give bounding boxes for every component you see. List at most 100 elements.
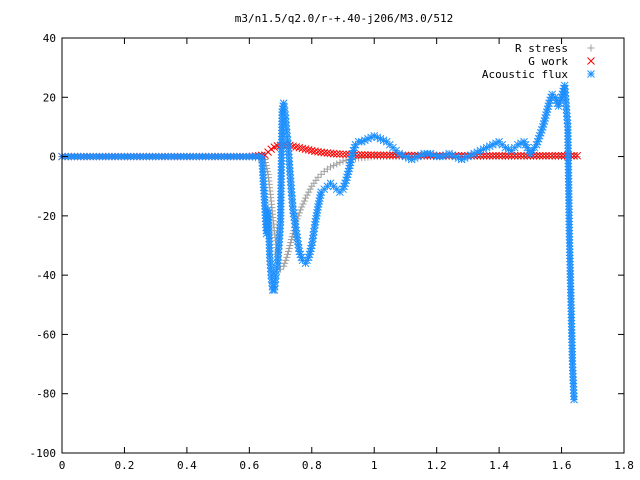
data-point bbox=[389, 151, 397, 160]
y-tick-label: 40 bbox=[43, 32, 56, 45]
data-point bbox=[367, 151, 375, 159]
data-point bbox=[311, 147, 319, 156]
data-point bbox=[517, 151, 525, 160]
data-point bbox=[292, 143, 301, 151]
data-point bbox=[320, 148, 329, 157]
data-point bbox=[343, 173, 351, 182]
data-point bbox=[532, 151, 541, 160]
data-point bbox=[510, 151, 519, 160]
data-point bbox=[273, 259, 282, 268]
data-point bbox=[281, 259, 289, 267]
legend-marker bbox=[587, 70, 595, 78]
data-point bbox=[554, 151, 563, 160]
data-point bbox=[280, 262, 288, 270]
y-tick-label: -100 bbox=[30, 447, 57, 460]
legend-label: Acoustic flux bbox=[482, 68, 568, 81]
y-tick-label: 20 bbox=[43, 91, 56, 104]
data-point bbox=[376, 151, 385, 160]
x-tick-label: 1.6 bbox=[552, 459, 572, 472]
data-point bbox=[302, 194, 310, 202]
data-point bbox=[370, 151, 379, 159]
data-point bbox=[489, 151, 497, 160]
data-point bbox=[298, 144, 307, 153]
data-point bbox=[287, 236, 295, 244]
data-point bbox=[364, 151, 372, 159]
data-point bbox=[282, 118, 290, 127]
x-tick-label: 1 bbox=[371, 459, 378, 472]
data-point bbox=[357, 150, 366, 159]
data-point bbox=[482, 151, 491, 160]
data-point bbox=[345, 164, 354, 173]
x-tick-label: 0 bbox=[59, 459, 66, 472]
data-point bbox=[339, 157, 347, 165]
data-point bbox=[284, 247, 292, 255]
data-point bbox=[479, 151, 488, 160]
data-point bbox=[281, 111, 290, 119]
data-point bbox=[282, 256, 290, 264]
data-point bbox=[288, 198, 297, 207]
data-point bbox=[385, 151, 394, 160]
data-point bbox=[501, 151, 510, 160]
data-point bbox=[485, 151, 494, 160]
axes: 0 0.2 0.4 0.6 0.8 1 1.2 1.4 1.6 1.8 40 20 0 -20 -40 -60… bbox=[30, 32, 634, 472]
data-point bbox=[323, 149, 332, 157]
data-point bbox=[570, 395, 578, 404]
y-tick-label: -40 bbox=[36, 269, 56, 282]
data-point bbox=[285, 244, 293, 252]
data-point bbox=[330, 161, 338, 169]
data-point bbox=[274, 248, 283, 257]
y-tick-label: -20 bbox=[36, 210, 56, 223]
data-point bbox=[317, 148, 325, 157]
x-tick-label: 0.6 bbox=[239, 459, 259, 472]
y-tick-label: -60 bbox=[36, 328, 56, 341]
data-point bbox=[307, 244, 315, 253]
data-point bbox=[573, 151, 582, 160]
data-point bbox=[295, 143, 304, 152]
data-point bbox=[287, 239, 295, 247]
data-point bbox=[306, 185, 314, 193]
data-point bbox=[545, 151, 553, 160]
data-point bbox=[346, 158, 355, 167]
y-tick-label: 0 bbox=[49, 151, 56, 164]
data-point bbox=[557, 151, 566, 160]
data-point bbox=[541, 114, 550, 122]
data-point bbox=[570, 151, 578, 160]
data-point bbox=[305, 188, 313, 196]
data-point bbox=[543, 105, 552, 113]
data-point bbox=[382, 151, 391, 160]
data-point bbox=[304, 146, 313, 154]
data-point bbox=[379, 151, 388, 160]
legend-label: G work bbox=[528, 55, 568, 68]
data-point bbox=[329, 149, 338, 158]
data-marks bbox=[58, 81, 582, 404]
x-tick-label: 0.2 bbox=[115, 459, 135, 472]
data-point bbox=[332, 150, 341, 158]
data-point bbox=[333, 160, 341, 168]
data-point bbox=[283, 253, 291, 261]
data-point bbox=[300, 197, 308, 205]
data-point bbox=[339, 150, 347, 159]
legend-marker bbox=[587, 44, 595, 52]
y-tick-label: -80 bbox=[36, 388, 56, 401]
data-point bbox=[354, 150, 363, 159]
data-point bbox=[314, 147, 322, 156]
data-point bbox=[361, 151, 369, 159]
data-point bbox=[326, 149, 335, 158]
data-point bbox=[279, 99, 288, 108]
data-point bbox=[284, 250, 292, 258]
plot-frame bbox=[61, 37, 625, 454]
data-point bbox=[551, 151, 560, 160]
x-tick-label: 0.4 bbox=[177, 459, 197, 472]
data-point bbox=[495, 151, 503, 160]
data-point bbox=[327, 163, 335, 171]
data-point bbox=[317, 170, 325, 178]
data-point bbox=[314, 173, 322, 181]
x-tick-label: 1.4 bbox=[489, 459, 509, 472]
data-point bbox=[504, 151, 513, 160]
x-tick-label: 1.8 bbox=[614, 459, 634, 472]
series-acoustic-flux bbox=[58, 81, 578, 404]
chart-title: m3/n1.5/q2.0/r-+.40-j206/M3.0/512 bbox=[235, 12, 454, 25]
legend-label: R stress bbox=[515, 42, 568, 55]
x-tick-label: 1.2 bbox=[427, 459, 447, 472]
